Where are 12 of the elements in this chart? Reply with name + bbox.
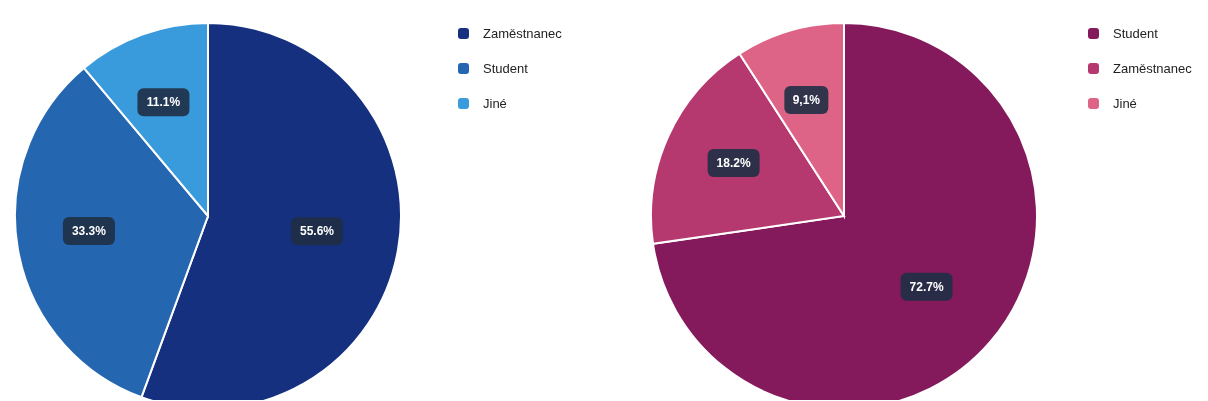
data-label: 18.2%: [716, 156, 751, 171]
legend-label: Jiné: [483, 96, 507, 111]
legend-label: Zaměstnanec: [1113, 61, 1192, 76]
data-label: 33.3%: [71, 223, 107, 238]
legend-label: Jiné: [1113, 96, 1137, 111]
data-label: 11.1%: [146, 95, 181, 110]
data-label: 55.6%: [300, 224, 335, 239]
legend-label: Zaměstnanec: [483, 26, 562, 41]
data-label: 72.7%: [909, 279, 944, 294]
legend-label: Student: [483, 61, 528, 76]
data-label: 9,1%: [792, 92, 821, 107]
legend-label: Student: [1113, 26, 1158, 41]
